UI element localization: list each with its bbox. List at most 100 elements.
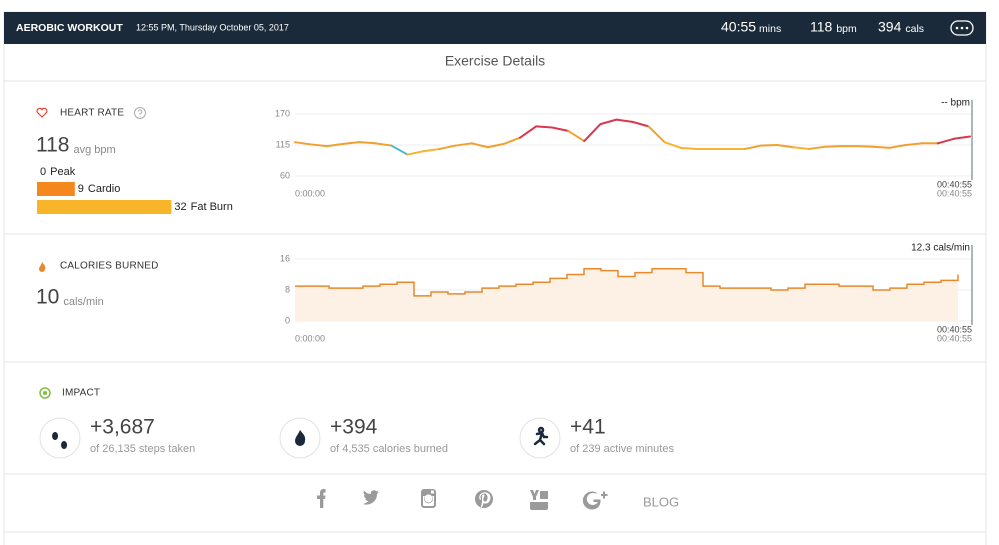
impact-detail: of 4,535 calories burned <box>330 443 448 455</box>
x-start-label: 0:00:00 <box>295 333 325 343</box>
line-segment <box>438 144 457 150</box>
line-segment <box>535 125 554 129</box>
line-segment <box>888 144 907 149</box>
line-segment <box>502 136 521 145</box>
line-segment <box>486 142 505 149</box>
line-segment <box>824 145 843 148</box>
line-segment <box>374 142 393 147</box>
twitter-icon[interactable] <box>363 490 379 505</box>
line-segment <box>952 135 971 140</box>
line-segment <box>599 118 618 126</box>
zone-minutes: 9 <box>78 183 84 195</box>
zone-minutes: 0 <box>40 166 46 178</box>
impact-badge-icon <box>295 430 306 446</box>
calories: 394 <box>878 19 902 35</box>
help-icon[interactable] <box>134 107 146 119</box>
line-segment <box>519 125 538 139</box>
pinterest-icon[interactable] <box>474 490 493 509</box>
line-segment <box>551 126 570 132</box>
line-segment <box>872 145 891 149</box>
google-plus-icon[interactable] <box>582 491 608 510</box>
line-segment <box>406 150 425 156</box>
zone-bar <box>37 200 172 214</box>
duration: 40:55 <box>721 19 756 35</box>
heart-rate: 118 <box>810 19 833 35</box>
impact-value: +3,687 <box>90 416 155 439</box>
avg-unit: avg bpm <box>73 144 115 156</box>
impact-detail: of 239 active minutes <box>570 443 674 455</box>
line-segment <box>936 137 955 145</box>
line-segment <box>856 145 875 148</box>
line-segment <box>744 144 763 150</box>
section-title: CALORIES BURNED <box>60 261 159 272</box>
step-line <box>295 267 959 297</box>
calories-unit: cals <box>905 23 924 35</box>
line-segment <box>583 123 602 143</box>
y-tick-label: 115 <box>276 139 290 149</box>
zone-name: Peak <box>50 166 76 178</box>
line-segment <box>663 141 682 149</box>
zone-minutes: 32 <box>174 201 186 213</box>
avg-value: 10 <box>36 286 59 309</box>
heart-rate-unit: bpm <box>836 23 857 35</box>
line-segment <box>904 142 923 146</box>
instagram-icon[interactable] <box>421 489 436 508</box>
line-segment <box>470 142 489 149</box>
line-segment <box>422 147 441 153</box>
line-segment <box>454 142 473 147</box>
line-segment <box>294 141 313 146</box>
cursor-time: 00:40:55 <box>937 324 972 334</box>
y-tick-label: 170 <box>275 108 290 118</box>
section-title: HEART RATE <box>60 108 124 119</box>
line-segment <box>615 118 634 123</box>
x-end-label: 00:40:55 <box>937 188 972 198</box>
workout-title: AEROBIC WORKOUT <box>16 22 123 34</box>
line-segment <box>679 146 698 150</box>
workout-datetime: 12:55 PM, Thursday October 05, 2017 <box>136 22 289 32</box>
line-segment <box>342 141 361 145</box>
line-segment <box>647 125 666 144</box>
x-start-label: 0:00:00 <box>295 188 325 198</box>
blog-link[interactable]: BLOG <box>643 494 679 509</box>
impact-items: +3,687 of 26,135 steps taken +394 of 4,535 … <box>39 416 674 459</box>
line-segment <box>776 144 795 149</box>
avg-value: 118 <box>36 134 69 157</box>
area <box>295 268 958 321</box>
line-segment <box>792 146 811 150</box>
header-bar <box>4 12 986 44</box>
duration-unit: mins <box>759 23 781 35</box>
impact-badge-icon <box>533 426 549 446</box>
card <box>3 11 987 545</box>
y-tick-label: 16 <box>280 253 290 263</box>
impact-badge-icon <box>52 432 68 449</box>
line-segment <box>631 120 650 128</box>
zone-name: Fat Burn <box>191 201 233 213</box>
line-segment <box>567 129 586 143</box>
facebook-icon[interactable] <box>317 489 326 508</box>
impact-icon <box>39 387 51 399</box>
line-segment <box>808 145 827 150</box>
x-end-label: 00:40:55 <box>937 333 972 343</box>
impact-value: +41 <box>570 416 606 439</box>
zone-name: Cardio <box>88 183 120 195</box>
cursor-value: 12.3 cals/min <box>911 243 970 254</box>
impact-value: +394 <box>330 416 378 439</box>
y-tick-label: 8 <box>285 284 290 294</box>
line-segment <box>326 142 345 148</box>
zone-bar <box>37 182 75 196</box>
avg-unit: cals/min <box>63 296 103 308</box>
social-links <box>317 489 608 510</box>
y-tick-label: 0 <box>285 315 290 325</box>
impact-icon-dot <box>43 391 47 395</box>
line-segment <box>760 144 779 147</box>
menu-button[interactable] <box>950 20 974 36</box>
cursor-value: -- bpm <box>941 98 970 109</box>
line-segment <box>358 141 377 145</box>
youtube-icon[interactable] <box>530 490 548 510</box>
flame-icon <box>39 262 46 272</box>
line-segment <box>390 144 409 156</box>
page-title: Exercise Details <box>445 53 545 69</box>
impact-badge <box>39 417 81 459</box>
